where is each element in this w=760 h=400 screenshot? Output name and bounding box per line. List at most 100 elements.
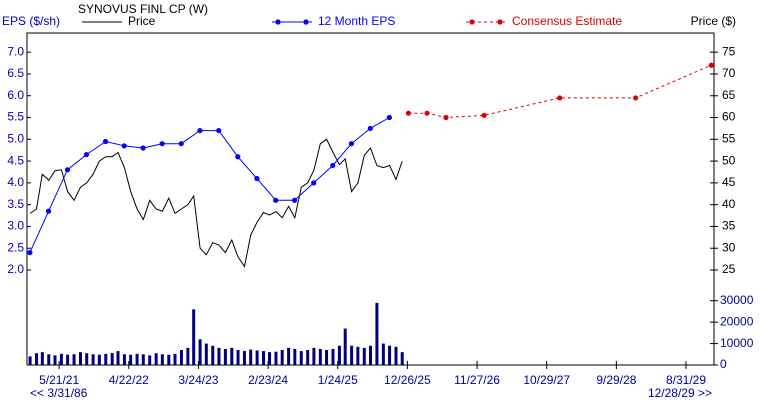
volume-bar: [116, 351, 120, 365]
data-point: [443, 114, 449, 121]
volume-bar: [204, 343, 208, 365]
y2-tick-label: 50: [722, 153, 736, 167]
volume-bar: [135, 353, 139, 365]
x-tick-label: 8/31/29: [666, 373, 706, 387]
y-tick-label: 6.0: [7, 88, 24, 102]
y2-axis-label: Price ($): [691, 14, 736, 28]
volume-bar: [40, 352, 44, 365]
chart-title: SYNOVUS FINL CP (W): [78, 2, 208, 16]
volume-bar: [78, 352, 82, 365]
volume-bar: [318, 348, 322, 365]
volume-bar: [356, 346, 360, 365]
data-point: [83, 151, 90, 158]
data-point: [633, 95, 639, 101]
volume-bar: [369, 345, 372, 365]
volume-bar: [91, 354, 95, 365]
volume-bar: [66, 354, 70, 365]
data-point: [330, 162, 336, 169]
volume-bar: [72, 354, 76, 365]
y2-tick-label: 70: [722, 66, 736, 80]
volume-bar: [110, 353, 114, 365]
volume-bar: [148, 355, 152, 365]
volume-bar: [28, 356, 32, 365]
volume-bar: [325, 350, 329, 365]
x-tick-label: 11/27/26: [454, 373, 500, 387]
y-tick-label: 3.0: [7, 219, 24, 233]
y-tick-label: 2.0: [7, 262, 24, 276]
y-tick-label: 7.0: [7, 44, 24, 58]
series-line: [29, 117, 390, 253]
volume-bar: [35, 353, 39, 365]
volume-bar: [242, 351, 246, 365]
x-tick-label: 4/22/22: [109, 373, 149, 387]
volume-bar: [343, 328, 347, 365]
series-line: [408, 64, 712, 119]
y-tick-label: 4.5: [7, 153, 24, 167]
data-point: [178, 141, 184, 147]
volume-bar: [129, 354, 133, 365]
x-tick-label: 5/21/21: [39, 373, 79, 387]
y3-tick-label: 20000: [720, 314, 754, 328]
volume-bar: [394, 346, 398, 365]
volume-bar: [400, 352, 404, 365]
volume-bar: [287, 347, 291, 365]
volume-bar: [167, 354, 171, 365]
data-point: [159, 141, 165, 147]
volume-bar: [154, 353, 158, 365]
data-point: [121, 143, 127, 149]
legend-label: Consensus Estimate: [512, 14, 622, 28]
plot-frame: [26, 32, 715, 366]
y3-tick-label: 10000: [720, 336, 754, 350]
data-point: [424, 110, 430, 116]
x-tick-label: 3/24/23: [178, 373, 218, 387]
volume-bar: [375, 302, 379, 365]
volume-bar: [223, 348, 227, 365]
volume-bar: [268, 352, 272, 365]
x-tick-label: 2/23/24: [248, 373, 288, 387]
data-point: [27, 249, 33, 256]
data-point: [140, 145, 146, 151]
volume-bar: [104, 353, 108, 365]
volume-bar: [122, 354, 126, 365]
volume-bar: [85, 353, 89, 365]
data-point: [64, 167, 71, 173]
volume-bar: [192, 309, 196, 365]
legend-swatch: [275, 19, 281, 25]
volume-bar: [47, 354, 51, 365]
data-point: [557, 95, 563, 101]
volume-bar: [59, 353, 63, 365]
legend-label: 12 Month EPS: [318, 14, 395, 28]
data-point: [311, 180, 317, 186]
volume-bar: [179, 350, 183, 365]
volume-bar: [255, 350, 259, 365]
volume-bar: [299, 351, 303, 365]
y2-tick-label: 25: [722, 262, 736, 276]
data-point: [216, 127, 222, 134]
legend-label: Price: [128, 14, 156, 28]
data-point: [405, 110, 412, 116]
y2-tick-label: 45: [722, 175, 736, 189]
data-point: [367, 125, 373, 132]
annotation: << 3/31/86: [30, 386, 88, 400]
data-point: [481, 112, 487, 118]
y2-tick-label: 65: [722, 88, 736, 102]
volume-bar: [337, 345, 341, 365]
volume-bar: [141, 354, 145, 365]
data-point: [292, 197, 298, 203]
data-point: [386, 114, 392, 121]
data-point: [102, 138, 109, 145]
volume-bar: [280, 350, 284, 365]
volume-bar: [293, 348, 297, 365]
annotation: 12/28/29 >>: [648, 386, 712, 400]
x-tick-label: 1/24/25: [318, 373, 358, 387]
volume-bar: [388, 345, 392, 365]
legend-swatch: [497, 19, 503, 25]
y2-tick-label: 60: [722, 110, 736, 124]
volume-bar: [274, 351, 278, 365]
data-point: [197, 127, 203, 134]
y2-tick-label: 40: [722, 197, 736, 211]
y-tick-label: 6.5: [7, 66, 24, 80]
y3-tick-label: 30000: [720, 293, 754, 307]
volume-bar: [312, 347, 316, 365]
